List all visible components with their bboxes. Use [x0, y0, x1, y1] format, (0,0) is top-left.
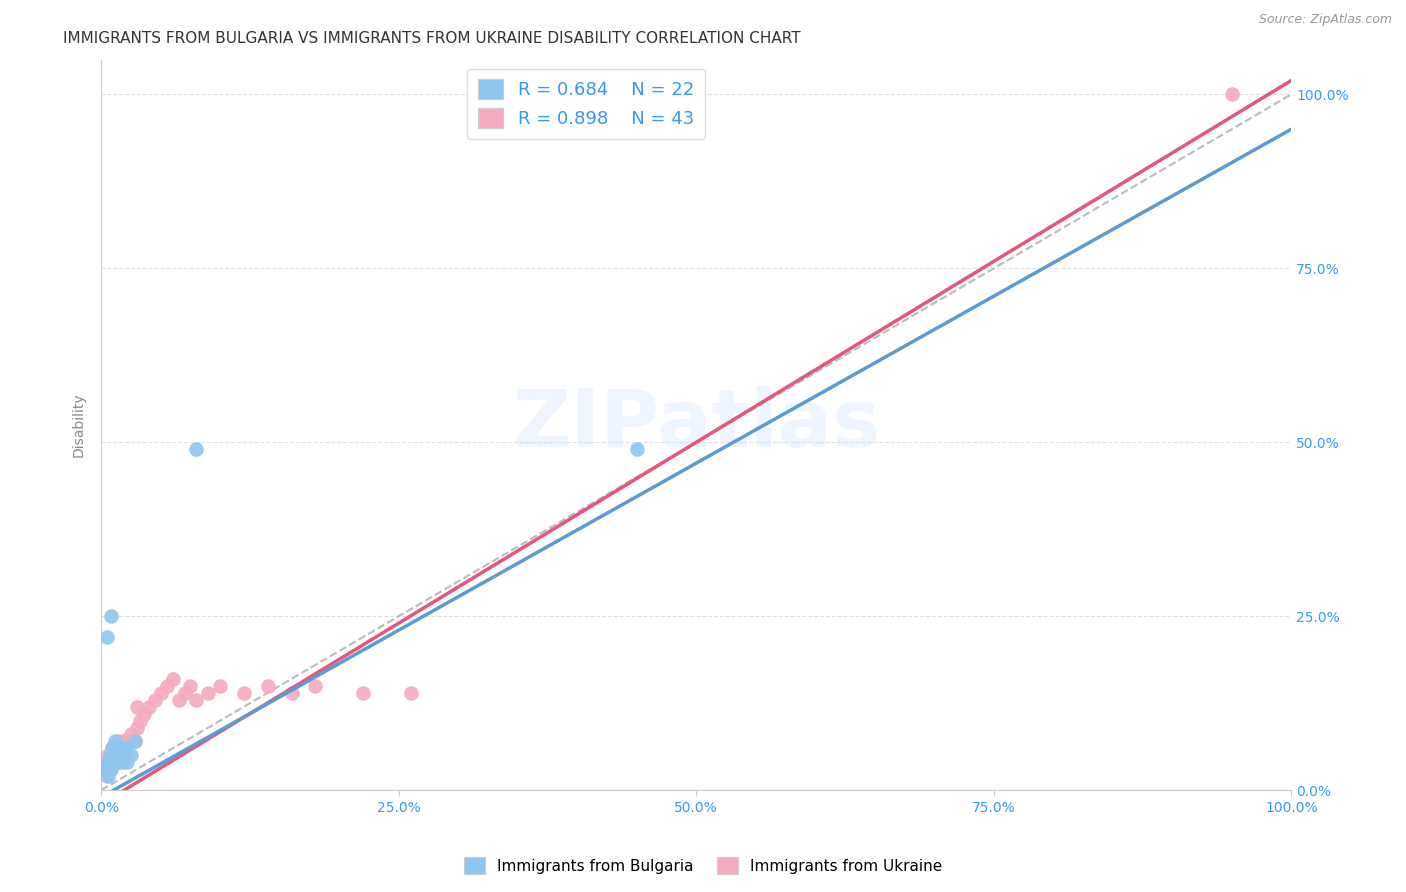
Y-axis label: Disability: Disability — [72, 392, 86, 458]
Point — [111, 734, 134, 748]
Point — [98, 748, 121, 763]
Point — [132, 706, 155, 721]
Point — [167, 692, 190, 706]
Point — [103, 748, 125, 763]
Point — [304, 679, 326, 693]
Point — [352, 686, 374, 700]
Point — [98, 756, 121, 770]
Point — [186, 442, 208, 457]
Point — [108, 741, 131, 756]
Point — [101, 741, 124, 756]
Point — [110, 741, 132, 756]
Point — [97, 769, 120, 783]
Point — [149, 686, 172, 700]
Point — [209, 679, 232, 693]
Point — [124, 734, 146, 748]
Point — [233, 686, 256, 700]
Point — [197, 686, 219, 700]
Point — [104, 741, 127, 756]
Point — [96, 769, 118, 783]
Text: ZIPatlas: ZIPatlas — [512, 386, 880, 464]
Point — [156, 679, 179, 693]
Point — [112, 741, 135, 756]
Point — [105, 756, 128, 770]
Point — [94, 762, 117, 776]
Point — [111, 756, 134, 770]
Point — [124, 734, 146, 748]
Point — [120, 748, 142, 763]
Point — [94, 756, 117, 770]
Point — [100, 609, 122, 624]
Point — [100, 762, 122, 776]
Point — [129, 714, 152, 728]
Point — [112, 741, 135, 756]
Point — [101, 756, 124, 770]
Point — [96, 756, 118, 770]
Point — [104, 734, 127, 748]
Point — [108, 756, 131, 770]
Point — [117, 756, 139, 770]
Point — [114, 748, 136, 763]
Legend: Immigrants from Bulgaria, Immigrants from Ukraine: Immigrants from Bulgaria, Immigrants fro… — [457, 851, 949, 880]
Point — [96, 630, 118, 644]
Point — [101, 756, 124, 770]
Point — [107, 734, 129, 748]
Point — [256, 679, 278, 693]
Point — [143, 692, 166, 706]
Point — [100, 762, 122, 776]
Point — [101, 741, 124, 756]
Point — [110, 748, 132, 763]
Text: IMMIGRANTS FROM BULGARIA VS IMMIGRANTS FROM UKRAINE DISABILITY CORRELATION CHART: IMMIGRANTS FROM BULGARIA VS IMMIGRANTS F… — [63, 31, 801, 46]
Point — [125, 699, 148, 714]
Point — [626, 442, 648, 457]
Point — [173, 686, 195, 700]
Point — [120, 727, 142, 741]
Point — [280, 686, 302, 700]
Point — [117, 734, 139, 748]
Point — [125, 721, 148, 735]
Point — [162, 672, 184, 686]
Point — [1220, 87, 1243, 102]
Point — [94, 762, 117, 776]
Point — [179, 679, 201, 693]
Point — [138, 699, 160, 714]
Point — [186, 692, 208, 706]
Text: Source: ZipAtlas.com: Source: ZipAtlas.com — [1258, 13, 1392, 27]
Legend: R = 0.684    N = 22, R = 0.898    N = 43: R = 0.684 N = 22, R = 0.898 N = 43 — [467, 69, 704, 139]
Point — [103, 748, 125, 763]
Point — [105, 748, 128, 763]
Point — [114, 741, 136, 756]
Point — [110, 748, 132, 763]
Point — [97, 748, 120, 763]
Point — [399, 686, 422, 700]
